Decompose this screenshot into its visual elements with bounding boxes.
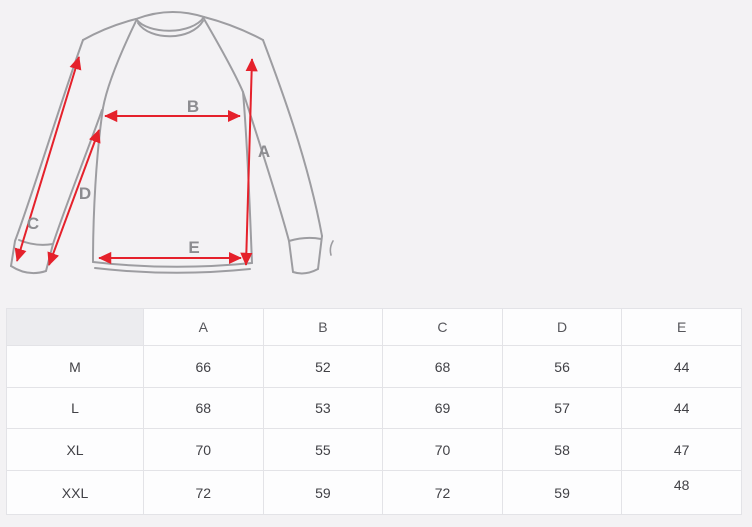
arrow-d (47, 129, 101, 266)
left-shoulder-line (82, 18, 137, 41)
size-cell: 59 (263, 471, 384, 515)
size-cell: 66 (144, 346, 264, 388)
header-cell-a: A (144, 309, 264, 346)
size-cell: 47 (622, 429, 742, 471)
header-cell-d: D (502, 309, 623, 346)
size-cell: 44 (622, 388, 742, 429)
measure-label-e: E (188, 238, 199, 257)
hem-line-1 (92, 261, 253, 268)
measurement-labels: A B C D E (27, 97, 270, 257)
size-cell: 52 (263, 346, 384, 388)
size-cell: 70 (383, 429, 503, 471)
header-cell-b: B (263, 309, 384, 346)
right-cuff-left-line (288, 240, 294, 273)
header-cell-empty (7, 309, 144, 346)
header-cell-e: E (622, 309, 742, 346)
size-cell: 58 (502, 429, 623, 471)
size-row-label: XXL (7, 471, 144, 515)
size-row-label: L (7, 388, 144, 429)
right-shoulder-line (203, 16, 264, 41)
measure-label-a: A (258, 142, 270, 161)
arrow-a (240, 58, 258, 266)
right-cuff-fold-mark (329, 240, 334, 256)
size-cell: 68 (383, 346, 503, 388)
size-cell: 55 (263, 429, 384, 471)
collar-outer-line (135, 10, 205, 20)
left-cuff-bottom-line (10, 265, 47, 275)
measure-label-b: B (187, 97, 199, 116)
measurement-arrows (14, 56, 258, 266)
size-cell: 57 (502, 388, 623, 429)
right-cuff-top-line (288, 236, 322, 242)
size-cell: 72 (144, 471, 264, 515)
header-cell-c: C (383, 309, 503, 346)
size-cell: 72 (383, 471, 503, 515)
hem-line-2 (94, 267, 251, 274)
left-raglan-seam (102, 20, 137, 109)
right-raglan-seam (203, 18, 244, 93)
size-cell: 59 (502, 471, 623, 515)
size-cell: 44 (622, 346, 742, 388)
size-row-label: XL (7, 429, 144, 471)
right-cuff-right-line (317, 235, 323, 270)
shirt-diagram-svg: A B C D E (10, 10, 334, 275)
size-cell: 53 (263, 388, 384, 429)
collar-band-line-2 (137, 20, 204, 38)
collar-band-line-1 (135, 16, 205, 32)
right-sleeve-outer-line (262, 39, 323, 237)
size-cell: 68 (144, 388, 264, 429)
size-cell: 69 (383, 388, 503, 429)
garment-measurement-diagram: A B C D E (0, 0, 376, 300)
left-sleeve-outer-line (10, 39, 84, 267)
right-cuff-bottom-line (292, 268, 319, 275)
size-cell: 70 (144, 429, 264, 471)
measure-label-d: D (79, 184, 91, 203)
size-cell: 48 (622, 471, 742, 515)
size-cell: 56 (502, 346, 623, 388)
measure-label-c: C (27, 214, 39, 233)
shirt-outline (10, 10, 334, 275)
size-row-label: M (7, 346, 144, 388)
left-sleeve-inner-line (52, 109, 103, 245)
size-table: A B C D E M 66 52 68 56 44 L 68 53 69 57… (6, 308, 742, 515)
